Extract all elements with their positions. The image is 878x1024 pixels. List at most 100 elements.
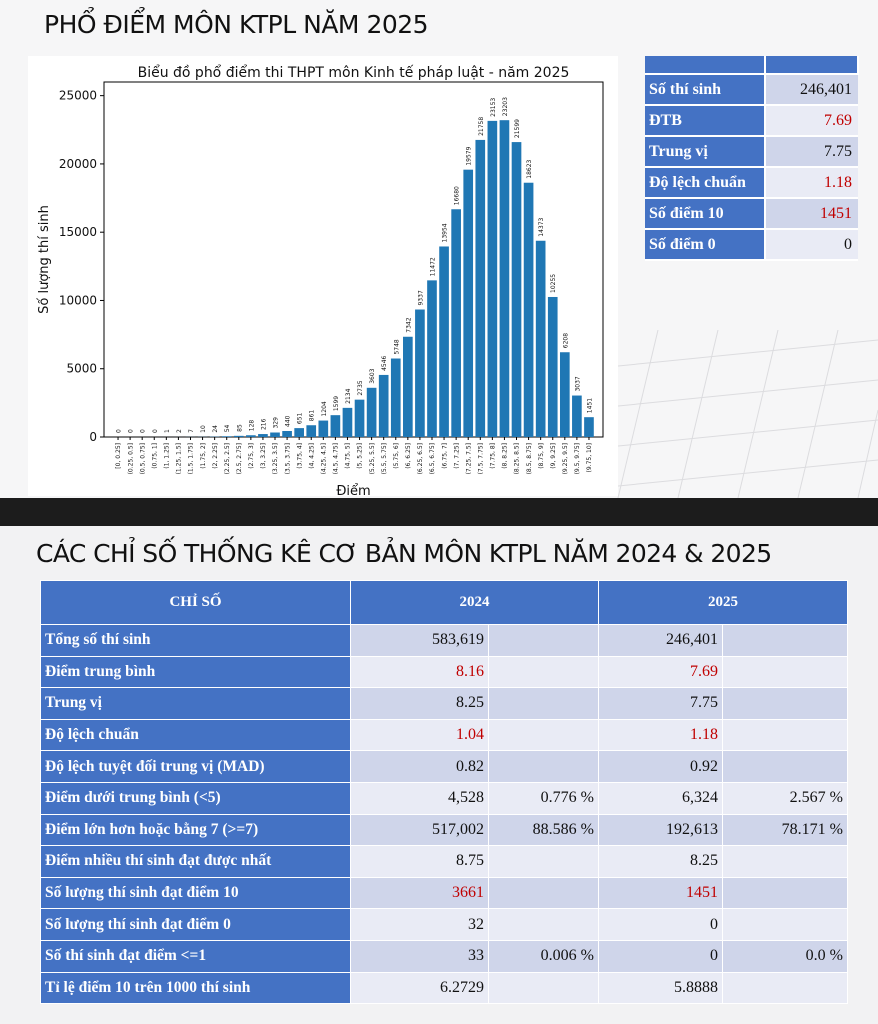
bar xyxy=(221,436,232,437)
histogram-chart: Biểu đồ phổ điểm thi THPT môn Kinh tế ph… xyxy=(28,56,618,498)
bar xyxy=(487,120,498,437)
bar-value-label: 2 xyxy=(176,429,183,433)
bar xyxy=(294,428,304,437)
bar-value-label: 1 xyxy=(164,429,171,433)
x-tick-label: (6.25, 6.5] xyxy=(417,443,424,474)
bar-value-label: 21599 xyxy=(514,119,521,138)
stats-row: Điểm nhiều thí sinh đạt được nhất 8.75 8.2… xyxy=(40,845,848,878)
stats-label: Tổng số thí sinh xyxy=(40,624,351,657)
stats-label: Điểm dưới trung bình (<5) xyxy=(40,781,351,815)
percent-2024 xyxy=(488,845,599,878)
x-tick-label: (9, 9.25] xyxy=(550,443,557,469)
value-2024: 1.04 xyxy=(350,718,489,752)
percent-2024 xyxy=(488,876,599,910)
stats-label: Trung vị xyxy=(40,687,351,720)
percent-2024 xyxy=(488,718,599,752)
stats-row: Số lượng thí sinh đạt điểm 10 3661 1451 xyxy=(40,876,848,910)
bar-value-label: 11472 xyxy=(429,257,436,276)
stats-row: Số thí sinh đạt điểm <=1 33 0.006 % 0 0.0 % xyxy=(40,939,848,973)
bar-value-label: 23203 xyxy=(502,97,509,116)
percent-2025: 2.567 % xyxy=(722,781,848,815)
x-tick-label: (8.25, 8.5] xyxy=(514,443,521,474)
bar xyxy=(535,240,546,437)
value-2024: 4,528 xyxy=(350,781,489,815)
x-tick-label: (7, 7.25] xyxy=(453,443,460,469)
x-tick-label: (0.5, 0.75] xyxy=(139,443,146,474)
x-tick-label: (1, 1.25] xyxy=(164,443,171,469)
summary-label: Độ lệch chuẩn xyxy=(645,167,766,199)
x-tick-label: (6.75, 7] xyxy=(441,443,448,469)
value-2024: 583,619 xyxy=(350,624,489,657)
bar-value-label: 18623 xyxy=(526,159,533,178)
y-tick-label: 20000 xyxy=(59,157,97,171)
x-tick-label: (0.25, 0.5] xyxy=(127,443,134,474)
value-2025: 6,324 xyxy=(598,781,723,815)
x-tick-label: (6.5, 6.75] xyxy=(429,443,436,474)
bar-value-label: 85 xyxy=(236,424,243,432)
stats-title: CÁC CHỈ SỐ THỐNG KÊ CƠ BẢN MÔN KTPL NĂM … xyxy=(36,539,772,568)
percent-2024: 88.586 % xyxy=(488,813,599,847)
percent-2025 xyxy=(722,624,848,657)
stats-label: Điểm lớn hơn hoặc bằng 7 (>=7) xyxy=(40,813,351,847)
x-tick-label: (1.75, 2] xyxy=(200,443,207,469)
y-tick-label: 5000 xyxy=(66,362,97,376)
stats-row: Độ lệch tuyệt đối trung vị (MAD) 0.82 0.92 xyxy=(40,750,848,783)
bar xyxy=(306,425,317,437)
bar xyxy=(258,434,268,437)
header-chiso: CHỈ SỐ xyxy=(40,580,351,625)
percent-2025: 78.171 % xyxy=(722,813,848,847)
bar-value-label: 24 xyxy=(212,425,219,433)
x-tick-label: (3.75, 4] xyxy=(296,443,303,469)
x-tick-label: (2.75, 3] xyxy=(248,443,255,469)
y-axis-label: Số lượng thí sinh xyxy=(37,205,52,314)
bar-value-label: 3037 xyxy=(574,376,581,391)
value-2025: 5.8888 xyxy=(598,971,723,1005)
stats-label: Điểm nhiều thí sinh đạt được nhất xyxy=(40,845,351,878)
summary-row: ĐTB 7.69 xyxy=(645,105,858,137)
bar-value-label: 1599 xyxy=(333,396,340,411)
bar-value-label: 10 xyxy=(200,425,207,433)
value-2025: 192,613 xyxy=(598,813,723,847)
bar xyxy=(246,435,256,437)
x-tick-label: (3, 3.25] xyxy=(260,443,267,469)
summary-header-cell xyxy=(765,56,859,75)
bar xyxy=(451,209,461,437)
value-2024: 3661 xyxy=(350,876,489,910)
histogram-svg: Biểu đồ phổ điểm thi THPT môn Kinh tế ph… xyxy=(37,64,604,498)
percent-2024 xyxy=(488,624,599,657)
bar-value-label: 14373 xyxy=(538,217,545,236)
bar-value-label: 1204 xyxy=(321,401,328,416)
bar-value-label: 0 xyxy=(116,429,123,433)
percent-2024 xyxy=(488,655,599,689)
value-2024: 517,002 xyxy=(350,813,489,847)
bar xyxy=(559,352,570,437)
bar-value-label: 4546 xyxy=(381,355,388,370)
x-tick-label: (4.5, 4.75] xyxy=(333,443,340,474)
x-tick-label: (4.75, 5] xyxy=(345,443,352,469)
chart-title: Biểu đồ phổ điểm thi THPT môn Kinh tế ph… xyxy=(138,64,570,81)
bar-value-label: 128 xyxy=(248,420,255,432)
bar xyxy=(282,430,292,437)
summary-value: 1.18 xyxy=(765,167,858,199)
bar xyxy=(584,417,594,437)
stats-label: Số lượng thí sinh đạt điểm 10 xyxy=(40,876,351,910)
stats-row: Số lượng thí sinh đạt điểm 0 32 0 xyxy=(40,908,848,941)
stats-label: Số thí sinh đạt điểm <=1 xyxy=(40,939,351,973)
value-2025: 7.75 xyxy=(598,687,723,720)
bar-value-label: 3603 xyxy=(369,368,376,383)
bar-value-label: 5748 xyxy=(393,339,400,354)
bar-value-label: 10255 xyxy=(550,274,557,293)
value-2024: 0.82 xyxy=(350,750,489,783)
stats-row: Tổng số thí sinh 583,619 246,401 xyxy=(40,624,848,657)
x-tick-label: (1.25, 1.5] xyxy=(176,443,183,474)
bar-value-label: 21758 xyxy=(478,117,485,136)
value-2025: 246,401 xyxy=(598,624,723,657)
bar-value-label: 329 xyxy=(273,417,280,429)
percent-2024 xyxy=(488,908,599,941)
bar-value-label: 0 xyxy=(128,429,135,433)
percent-2024 xyxy=(488,687,599,720)
summary-label: Số điểm 0 xyxy=(645,229,766,261)
stats-table: CHỈ SỐ 2024 2025 Tổng số thí sinh 583,619… xyxy=(40,580,848,1005)
decorative-grid xyxy=(578,330,878,498)
bar xyxy=(415,309,425,437)
